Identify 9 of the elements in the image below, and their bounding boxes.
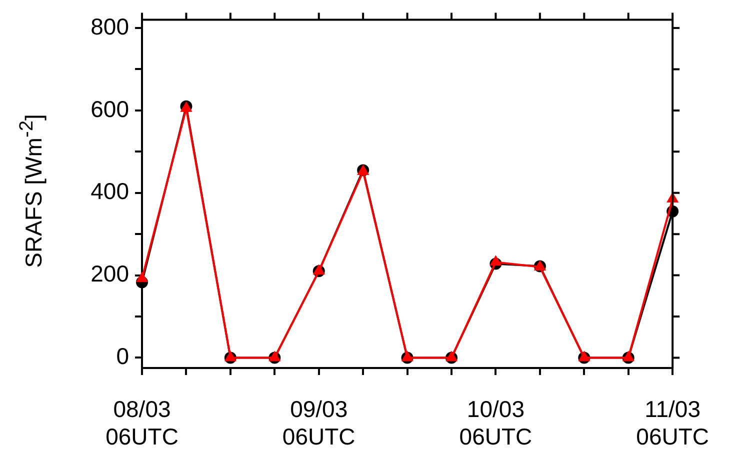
y-tick-label: 400: [90, 178, 129, 204]
x-tick-label: 09/03 06UTC: [282, 396, 356, 450]
y-tick-label: 200: [90, 260, 129, 287]
y-tick-label: 800: [90, 13, 129, 40]
x-tick-label: 11/03 06UTC: [636, 396, 710, 450]
y-tick-label: 0: [116, 343, 129, 370]
x-tick-label: 10/03 06UTC: [459, 396, 532, 450]
x-tick-label: 08/03 06UTC: [106, 396, 178, 450]
y-tick-label: 600: [90, 96, 129, 122]
